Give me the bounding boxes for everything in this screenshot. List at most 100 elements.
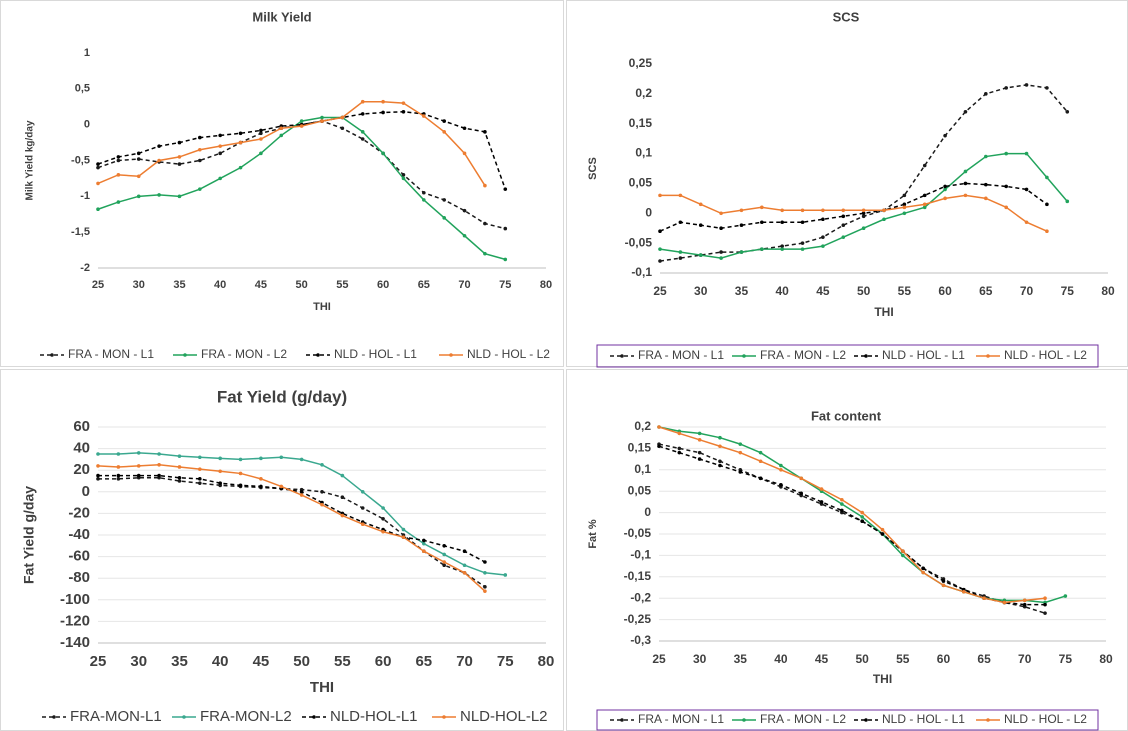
panel: [0, 369, 564, 731]
marker: [984, 154, 988, 159]
x-tick-label: 80: [538, 653, 555, 670]
marker: [503, 187, 508, 191]
marker: [880, 527, 885, 532]
y-axis-label: Milk Yield kg/day: [25, 120, 36, 200]
marker: [719, 226, 723, 231]
y-tick-label: -0,25: [624, 612, 652, 626]
y-axis-label: Fat %: [587, 519, 599, 549]
marker: [401, 173, 406, 177]
x-tick-label: 55: [334, 653, 351, 670]
marker: [177, 155, 182, 159]
marker: [401, 535, 406, 539]
marker: [422, 198, 426, 202]
marker: [861, 208, 866, 213]
marker: [982, 596, 986, 600]
marker: [320, 119, 324, 123]
x-tick-label: 60: [938, 284, 952, 298]
marker: [922, 202, 927, 207]
legend-label: FRA - MON - L1: [638, 348, 724, 362]
marker: [340, 115, 345, 120]
marker: [901, 553, 905, 558]
x-axis-label: THI: [313, 301, 331, 313]
marker: [136, 151, 141, 156]
x-tick-label: 25: [92, 279, 104, 291]
legend-marker: [449, 353, 453, 357]
y-tick-label: 0,25: [629, 56, 653, 70]
x-tick-label: 75: [499, 279, 511, 291]
marker: [758, 476, 763, 481]
marker: [340, 473, 345, 478]
marker: [760, 205, 764, 210]
marker: [96, 477, 100, 481]
marker: [1065, 199, 1070, 204]
y-tick-label: -80: [68, 569, 90, 586]
marker: [157, 158, 161, 163]
marker: [218, 144, 222, 148]
marker: [218, 133, 222, 138]
marker: [739, 223, 744, 228]
marker: [96, 452, 100, 456]
marker: [779, 482, 783, 487]
marker: [381, 99, 385, 104]
marker: [177, 454, 182, 458]
marker: [1045, 202, 1049, 207]
marker: [340, 495, 345, 500]
marker: [279, 484, 284, 489]
x-tick-label: 40: [214, 279, 226, 291]
marker: [861, 226, 866, 231]
marker: [198, 455, 202, 460]
x-tick-label: 30: [133, 279, 145, 291]
marker: [157, 193, 161, 197]
y-axis-label: SCS: [587, 157, 599, 180]
marker: [678, 256, 683, 260]
marker: [901, 549, 905, 553]
y-tick-label: -20: [68, 504, 90, 521]
marker: [902, 205, 907, 210]
marker: [218, 456, 222, 461]
legend-marker: [183, 353, 187, 357]
marker: [442, 560, 446, 564]
y-tick-label: -0,15: [624, 569, 652, 583]
legend-label: NLD - HOL - L1: [334, 347, 417, 361]
legend-marker: [316, 353, 320, 357]
y-tick-label: 0: [82, 483, 90, 500]
marker: [157, 463, 161, 467]
x-tick-label: 30: [693, 652, 707, 666]
y-tick-label: 0,5: [75, 83, 90, 95]
marker: [96, 207, 100, 212]
marker: [800, 220, 805, 225]
legend-label: NLD - HOL - L1: [882, 712, 965, 726]
x-tick-label: 60: [377, 279, 389, 291]
marker: [678, 220, 683, 225]
marker: [860, 515, 864, 519]
marker: [943, 133, 947, 138]
marker: [116, 200, 121, 204]
x-tick-label: 55: [336, 279, 348, 291]
marker: [503, 226, 508, 231]
marker: [238, 131, 243, 136]
x-tick-label: 45: [255, 279, 267, 291]
marker: [238, 457, 243, 462]
x-tick-label: 55: [898, 284, 912, 298]
marker: [218, 481, 222, 485]
chart-title: Fat Yield (g/day): [217, 387, 347, 406]
y-tick-label: 40: [73, 440, 90, 457]
legend-marker: [742, 718, 746, 722]
y-tick-label: -140: [60, 634, 90, 651]
marker: [760, 247, 764, 251]
marker: [800, 247, 805, 251]
marker: [177, 140, 182, 145]
marker: [697, 431, 702, 436]
y-tick-label: 0,2: [635, 86, 652, 100]
marker: [739, 250, 744, 254]
marker: [299, 124, 304, 128]
marker: [157, 452, 161, 456]
marker: [719, 256, 723, 260]
legend-label: NLD-HOL-L2: [460, 708, 548, 725]
marker: [238, 165, 243, 170]
marker: [840, 497, 844, 502]
marker: [340, 126, 345, 131]
marker: [1002, 600, 1007, 605]
marker: [299, 457, 304, 462]
legend-label: FRA-MON-L2: [200, 708, 292, 725]
